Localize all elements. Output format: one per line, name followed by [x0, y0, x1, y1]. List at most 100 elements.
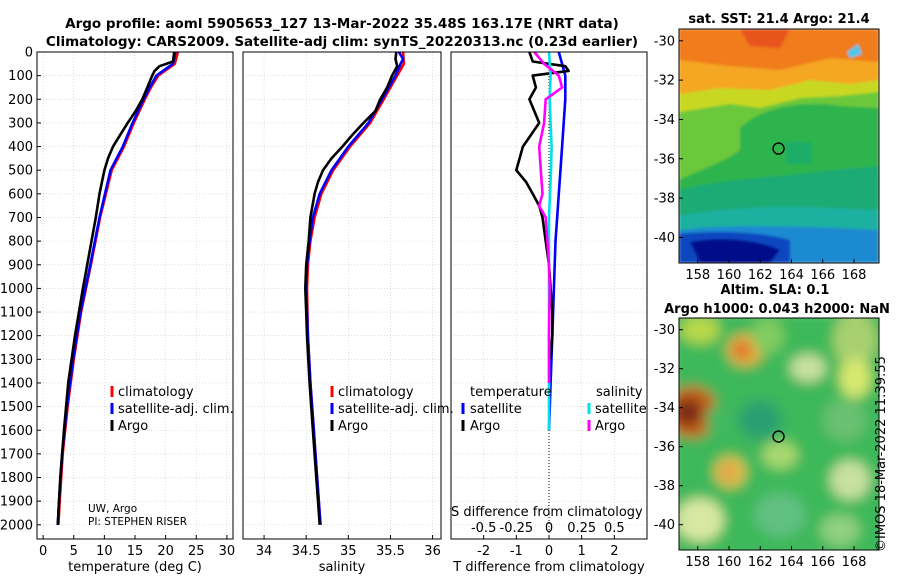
x-tick-label: 20 — [157, 544, 174, 559]
map-x-tick-label: 158 — [685, 555, 710, 570]
map-x-tick-label: 160 — [717, 555, 742, 570]
sla-map-title: Altim. SLA: 0.1 — [721, 283, 830, 298]
y-tick-label: 300 — [8, 116, 33, 131]
map-x-tick-label: 160 — [717, 268, 742, 283]
x-tick-label: -2 — [477, 544, 490, 559]
s-tick-label: 0 — [545, 521, 553, 536]
map-y-tick-label: -36 — [654, 440, 675, 455]
x-tick-label: -1 — [510, 544, 523, 559]
y-tick-label: 1600 — [0, 424, 33, 439]
y-tick-label: 1300 — [0, 353, 33, 368]
sst-map-axes — [678, 28, 880, 264]
map-y-tick-label: -40 — [654, 518, 675, 533]
y-tick-label: 1800 — [0, 471, 33, 486]
s-tick-label: -0.25 — [500, 521, 534, 536]
legend-argo-label: Argo — [338, 419, 368, 434]
sst-map-title: sat. SST: 21.4 Argo: 21.4 — [688, 12, 869, 27]
series-s-argo — [533, 51, 564, 383]
y-tick-label: 1100 — [0, 306, 33, 321]
s-tick-label: 0.5 — [604, 521, 625, 536]
map-y-tick-label: -32 — [654, 74, 675, 89]
temperature-xlabel: temperature (deg C) — [68, 560, 202, 575]
y-tick-label: 200 — [8, 93, 33, 108]
y-tick-label: 0 — [25, 46, 33, 61]
difference-xlabel-salinity: S difference from climatology — [451, 505, 643, 520]
temperature-legend: climatology satellite-adj. clim. Argo — [110, 385, 234, 434]
legend-satellite-label: satellite-adj. clim. — [338, 402, 454, 417]
note-line-1: UW, Argo — [88, 503, 137, 515]
map-y-tick-label: -34 — [654, 113, 675, 128]
map-y-tick-label: -30 — [654, 34, 675, 49]
map-x-tick-label: 168 — [842, 268, 867, 283]
legend-s-satellite-label: satellite — [595, 402, 647, 417]
legend-argo-label: Argo — [118, 419, 148, 434]
map-x-tick-label: 158 — [685, 268, 710, 283]
x-tick-label: 1 — [578, 544, 586, 559]
y-tick-label: 500 — [8, 164, 33, 179]
map-x-tick-label: 162 — [748, 268, 773, 283]
y-tick-label: 600 — [8, 187, 33, 202]
y-tick-label: 400 — [8, 140, 33, 155]
x-tick-label: 36 — [424, 544, 441, 559]
legend-title-salinity: salinity — [596, 385, 643, 400]
difference-legend: temperature salinity satellite Argo sate… — [461, 385, 647, 434]
map-y-tick-label: -32 — [654, 362, 675, 377]
y-tick-label: 2000 — [0, 518, 33, 533]
map-y-tick-label: -30 — [654, 323, 675, 338]
y-tick-label: 900 — [8, 258, 33, 273]
map-x-tick-label: 166 — [810, 555, 835, 570]
salinity-xlabel: salinity — [319, 560, 366, 575]
sst-profile-marker — [772, 142, 785, 155]
salinity-panel: 34 34.5 35 35.5 36 salinity climatology sate… — [242, 51, 454, 575]
x-tick-label: 0 — [545, 544, 553, 559]
y-tick-label: 800 — [8, 235, 33, 250]
sla-profile-marker — [772, 430, 785, 443]
map-y-tick-label: -36 — [654, 152, 675, 167]
title-line-2: Climatology: CARS2009. Satellite-adj cli… — [46, 34, 638, 50]
map-y-tick-label: -38 — [654, 192, 675, 207]
map-x-tick-label: 162 — [748, 555, 773, 570]
series-argo — [303, 51, 399, 525]
map-x-tick-label: 164 — [779, 268, 804, 283]
legend-climatology-label: climatology — [118, 385, 194, 400]
difference-xlabel: T difference from climatology — [452, 560, 645, 575]
y-tick-label: 1900 — [0, 495, 33, 510]
title-line-1: Argo profile: aoml 5905653_127 13-Mar-20… — [65, 16, 619, 32]
salinity-axes — [242, 51, 442, 540]
x-tick-label: 30 — [219, 544, 236, 559]
difference-panel: -2 -1 0 1 2 T difference from climatology S … — [450, 51, 648, 575]
s-tick-label: 0.25 — [567, 521, 596, 536]
legend-t-argo-label: Argo — [470, 419, 500, 434]
sla-map: Altim. SLA: 0.1 Argo h1000: 0.043 h2000:… — [654, 283, 890, 570]
y-tick-label: 1000 — [0, 282, 33, 297]
y-tick-label: 1200 — [0, 329, 33, 344]
x-tick-label: 35 — [340, 544, 357, 559]
series-argo — [56, 51, 176, 525]
x-tick-label: 15 — [127, 544, 144, 559]
temperature-panel: 0 5 10 15 20 25 30 0 100 200 300 400 500 600 700 800 90… — [0, 46, 235, 576]
y-tick-label: 100 — [8, 69, 33, 84]
x-tick-label: 35.5 — [376, 544, 405, 559]
x-tick-label: 34.5 — [292, 544, 321, 559]
note-line-2: PI: STEPHEN RISER — [88, 516, 187, 528]
sst-map: sat. SST: 21.4 Argo: 21.4 158 160 162 164 16… — [654, 12, 880, 283]
x-tick-label: 2 — [610, 544, 618, 559]
legend-s-argo-label: Argo — [595, 419, 625, 434]
legend-t-satellite-label: satellite — [470, 402, 522, 417]
x-tick-label: 25 — [188, 544, 205, 559]
map-x-tick-label: 166 — [810, 268, 835, 283]
map-x-tick-label: 164 — [779, 555, 804, 570]
x-tick-label: 0 — [39, 544, 47, 559]
y-tick-label: 1400 — [0, 376, 33, 391]
x-tick-label: 5 — [70, 544, 78, 559]
map-y-tick-label: -38 — [654, 479, 675, 494]
sla-map-axes — [678, 317, 880, 551]
y-tick-label: 700 — [8, 211, 33, 226]
y-tick-label: 1500 — [0, 400, 33, 415]
y-tick-label: 1700 — [0, 447, 33, 462]
timestamp-stamp: ©IMOS 18-Mar-2022 11:39:55 — [874, 356, 889, 552]
s-tick-label: -0.5 — [471, 521, 496, 536]
legend-title-temperature: temperature — [470, 385, 552, 400]
x-tick-label: 34 — [256, 544, 273, 559]
